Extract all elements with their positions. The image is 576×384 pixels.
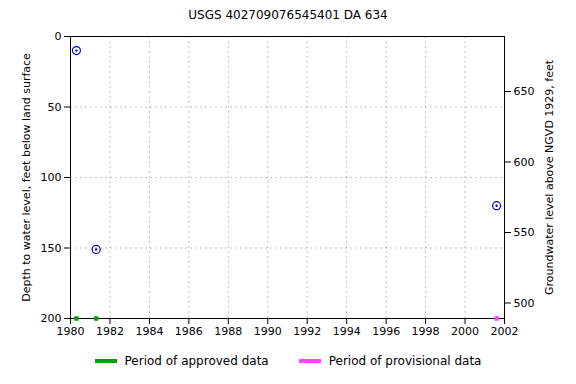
svg-text:150: 150 <box>41 242 62 255</box>
html-text:Period of provisional data: Period of provisional data <box>328 354 482 368</box>
svg-text:1980: 1980 <box>57 325 85 338</box>
svg-text:1998: 1998 <box>412 325 440 338</box>
svg-text:2000: 2000 <box>451 325 479 338</box>
html-text:USGS 402709076545401 DA 634: USGS 402709076545401 DA 634 <box>188 8 388 22</box>
svg-text:1982: 1982 <box>96 325 124 338</box>
svg-text:600: 600 <box>514 156 535 169</box>
svg-text:Groundwater level above NGVD 1: Groundwater level above NGVD 1929, feet <box>543 59 556 295</box>
svg-text:650: 650 <box>514 85 535 98</box>
html-text:Period of approved data: Period of approved data <box>124 354 269 368</box>
svg-text:Depth to water level, feet bel: Depth to water level, feet below land su… <box>20 53 33 302</box>
svg-text:1992: 1992 <box>293 325 321 338</box>
svg-text:500: 500 <box>514 297 535 310</box>
svg-text:50: 50 <box>48 101 62 114</box>
svg-text:1986: 1986 <box>175 325 203 338</box>
svg-text:2002: 2002 <box>491 325 519 338</box>
svg-text:100: 100 <box>41 171 62 184</box>
svg-text:200: 200 <box>41 312 62 325</box>
svg-text:1988: 1988 <box>214 325 242 338</box>
svg-text:1990: 1990 <box>254 325 282 338</box>
svg-text:1994: 1994 <box>333 325 361 338</box>
svg-text:550: 550 <box>514 226 535 239</box>
svg-text:0: 0 <box>55 30 62 43</box>
svg-text:1996: 1996 <box>372 325 400 338</box>
svg-text:1984: 1984 <box>135 325 163 338</box>
